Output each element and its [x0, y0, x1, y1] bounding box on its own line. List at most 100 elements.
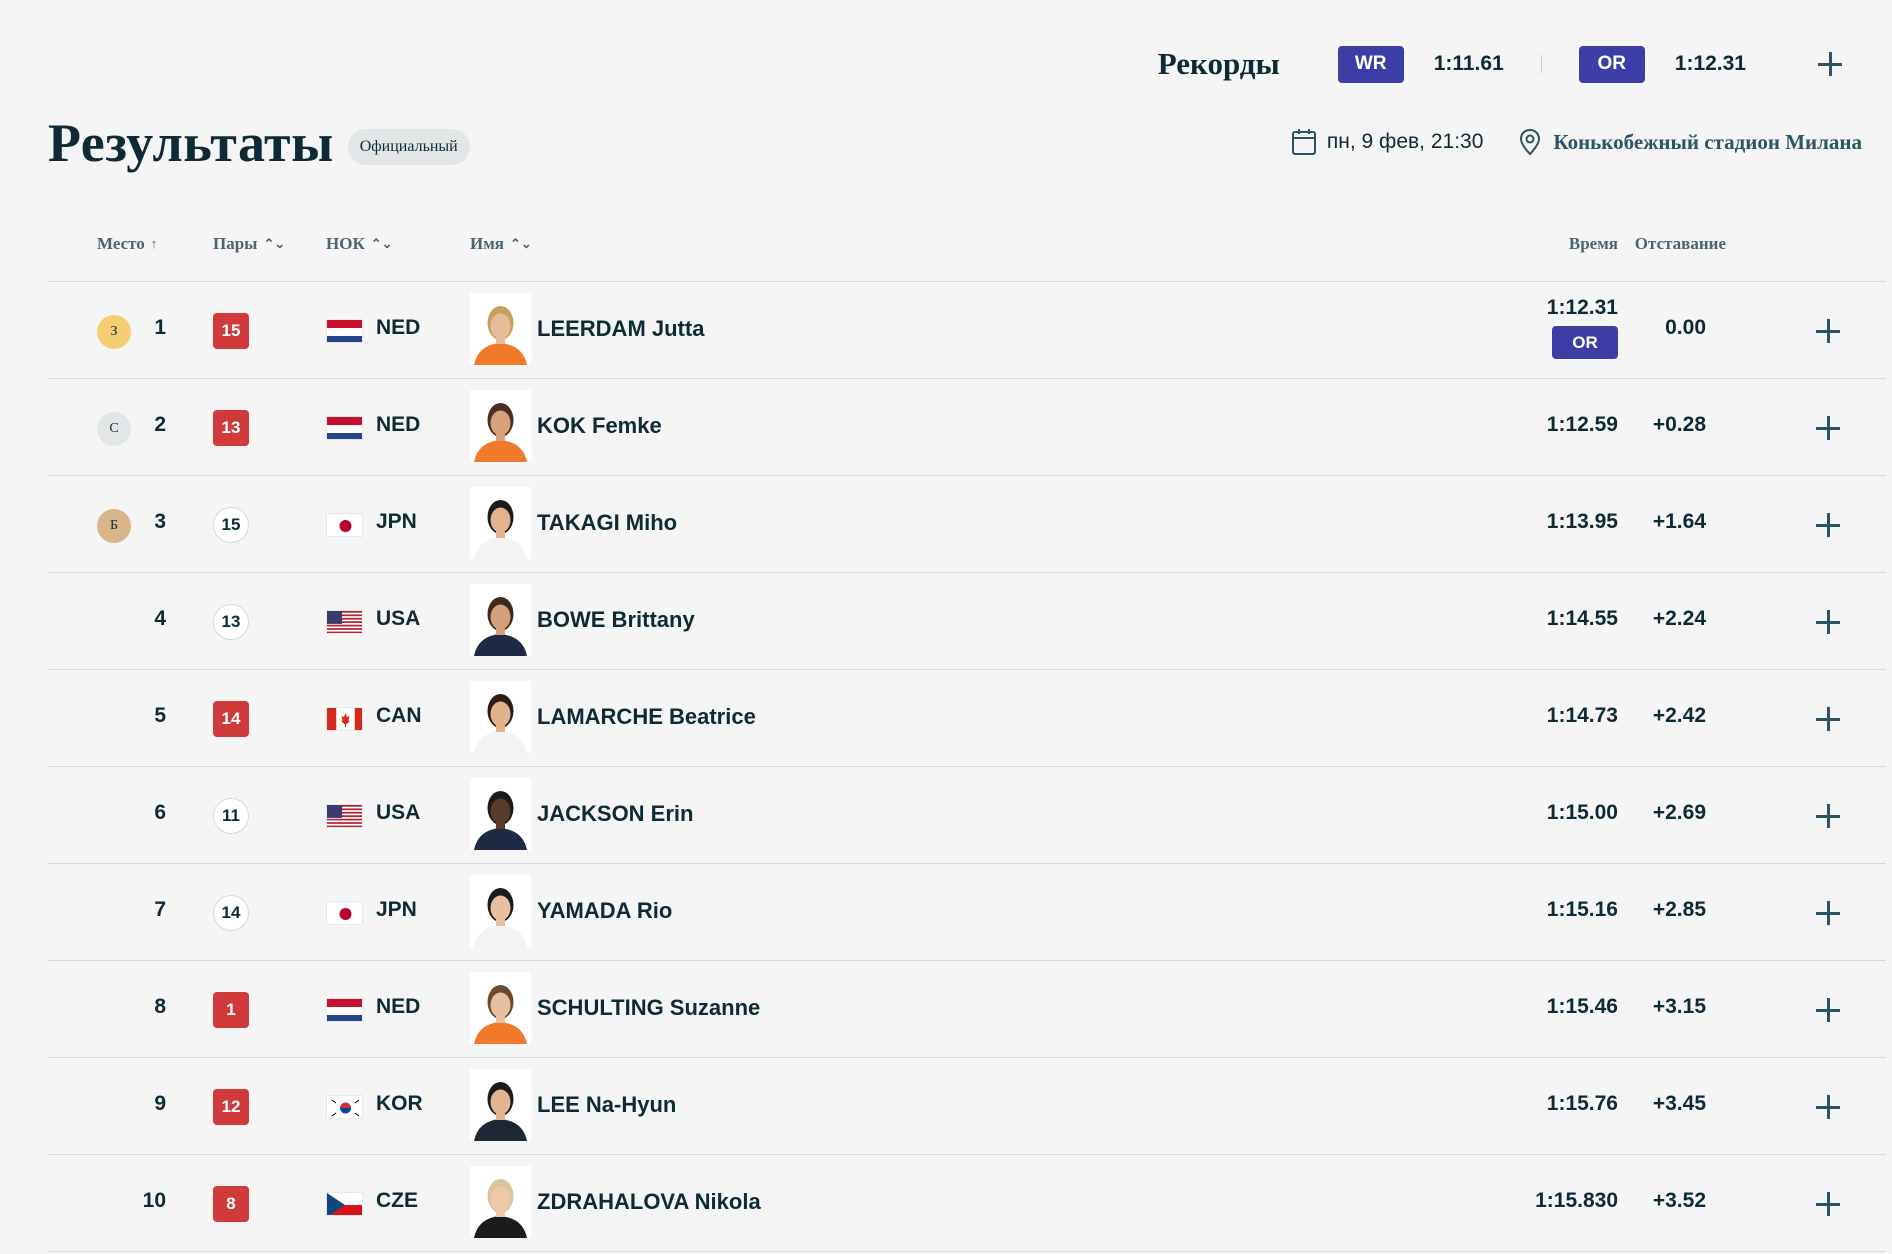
pair-badge: 13 — [213, 410, 249, 446]
sort-icon: ⌃⌄ — [370, 236, 393, 251]
column-header-time: Время — [1569, 234, 1618, 254]
time-gap: +2.24 — [1652, 607, 1706, 630]
noc-code: NED — [376, 316, 421, 339]
expand-row-icon[interactable] — [1816, 1095, 1840, 1119]
column-header-rank-label: Место — [97, 234, 145, 253]
table-row[interactable]: 9 12 KOR LEE Na-Hyun 1:15.76 +3.45 — [48, 1058, 1886, 1155]
expand-row-icon[interactable] — [1816, 998, 1840, 1022]
column-header-pairs-label: Пары — [213, 234, 258, 253]
flag-icon — [326, 513, 363, 537]
column-header-pairs[interactable]: Пары ⌃⌄ — [213, 234, 285, 254]
athlete-name[interactable]: LAMARCHE Beatrice — [537, 704, 756, 729]
table-row[interactable]: Б 3 15 JPN TAKAGI Miho 1:13.95 +1.64 — [48, 476, 1886, 573]
pair-badge: 1 — [213, 992, 249, 1028]
pair-badge: 11 — [213, 798, 249, 834]
noc-code: USA — [376, 801, 421, 824]
expand-row-icon[interactable] — [1816, 610, 1840, 634]
event-meta: пн, 9 фев, 21:30 Конькобежный стадион Ми… — [1291, 124, 1862, 160]
finish-time: 1:15.830 — [1535, 1189, 1618, 1212]
athlete-photo — [470, 875, 531, 947]
rank: 3 — [154, 510, 166, 533]
column-header-noc[interactable]: НОК ⌃⌄ — [326, 234, 393, 254]
or-time: 1:12.31 — [1674, 52, 1746, 75]
medal-badge: С — [97, 412, 131, 446]
rank: 4 — [154, 607, 166, 630]
athlete-name[interactable]: JACKSON Erin — [537, 801, 694, 826]
rank: 10 — [142, 1189, 166, 1212]
status-badge: Официальный — [347, 129, 470, 165]
expand-row-icon[interactable] — [1816, 319, 1840, 343]
table-row[interactable]: С 2 13 NED KOK Femke 1:12.59 +0.28 — [48, 379, 1886, 476]
finish-time: 1:12.59 — [1546, 413, 1618, 436]
athlete-photo — [470, 681, 531, 753]
athlete-photo — [470, 1069, 531, 1141]
athlete-name[interactable]: ZDRAHALOVA Nikola — [537, 1189, 761, 1214]
time-gap: 0.00 — [1665, 316, 1706, 339]
table-header: Место ↑ Пары ⌃⌄ НОК ⌃⌄ Имя ⌃⌄ Время Отставан… — [48, 210, 1886, 282]
table-row[interactable]: 4 13 USA BOWE Brittany 1:14.55 +2.24 — [48, 573, 1886, 670]
records-expand-icon[interactable] — [1818, 52, 1842, 76]
rank: 8 — [154, 995, 166, 1018]
column-header-name[interactable]: Имя ⌃⌄ — [470, 234, 532, 254]
rank: 7 — [154, 898, 166, 921]
event-date-text: пн, 9 фев, 21:30 — [1326, 130, 1484, 153]
event-venue-link[interactable]: Конькобежный стадион Милана — [1553, 129, 1862, 154]
column-header-name-label: Имя — [470, 234, 504, 253]
time-gap: +3.52 — [1652, 1189, 1706, 1212]
expand-row-icon[interactable] — [1816, 513, 1840, 537]
time-gap: +3.15 — [1652, 995, 1706, 1018]
noc-code: JPN — [376, 510, 417, 533]
athlete-photo — [470, 390, 531, 462]
table-row[interactable]: 6 11 USA JACKSON Erin 1:15.00 +2.69 — [48, 767, 1886, 864]
noc-code: USA — [376, 607, 421, 630]
athlete-name[interactable]: BOWE Brittany — [537, 607, 695, 632]
table-row[interactable]: 7 14 JPN YAMADA Rio 1:15.16 +2.85 — [48, 864, 1886, 961]
record-badge: OR — [1552, 326, 1618, 359]
medal-badge: З — [97, 315, 131, 349]
noc-code: NED — [376, 413, 421, 436]
flag-icon — [326, 319, 363, 343]
athlete-name[interactable]: YAMADA Rio — [537, 898, 673, 923]
noc-code: CZE — [376, 1189, 418, 1212]
pair-badge: 14 — [213, 701, 249, 737]
flag-icon — [326, 998, 363, 1022]
time-gap: +0.28 — [1652, 413, 1706, 436]
time-gap: +3.45 — [1652, 1092, 1706, 1115]
expand-row-icon[interactable] — [1816, 804, 1840, 828]
sort-up-icon: ↑ — [150, 236, 158, 251]
or-badge: OR — [1578, 45, 1645, 83]
athlete-name[interactable]: KOK Femke — [537, 413, 662, 438]
time-cell: 1:12.31 OR — [1547, 296, 1618, 359]
wr-badge: WR — [1337, 45, 1404, 83]
finish-time: 1:15.76 — [1546, 1092, 1618, 1115]
title-row: Результаты Официальный — [48, 112, 470, 174]
expand-row-icon[interactable] — [1816, 416, 1840, 440]
pair-badge: 13 — [213, 604, 249, 640]
table-row[interactable]: 10 8 CZE ZDRAHALOVA Nikola 1:15.830 +3.52 — [48, 1155, 1886, 1252]
table-row[interactable]: 5 14 CAN LAMARCHE Beatrice 1:14.73 +2.42 — [48, 670, 1886, 767]
expand-row-icon[interactable] — [1816, 707, 1840, 731]
records-bar: Рекорды WR 1:11.61 OR 1:12.31 — [1158, 40, 1842, 88]
noc-code: CAN — [376, 704, 422, 727]
flag-icon — [326, 1192, 363, 1216]
athlete-name[interactable]: LEE Na-Hyun — [537, 1092, 677, 1117]
event-date: пн, 9 фев, 21:30 — [1291, 128, 1484, 156]
table-row[interactable]: 8 1 NED SCHULTING Suzanne 1:15.46 +3.15 — [48, 961, 1886, 1058]
flag-icon — [326, 901, 363, 925]
column-header-rank[interactable]: Место ↑ — [97, 234, 157, 254]
athlete-name[interactable]: SCHULTING Suzanne — [537, 995, 761, 1020]
expand-row-icon[interactable] — [1816, 901, 1840, 925]
records-title: Рекорды — [1157, 46, 1280, 81]
medal-badge: Б — [97, 509, 131, 543]
rank: 2 — [154, 413, 166, 436]
event-venue[interactable]: Конькобежный стадион Милана — [1519, 128, 1862, 156]
expand-row-icon[interactable] — [1816, 1192, 1840, 1216]
table-row[interactable]: З 1 15 NED LEERDAM Jutta 1:12.31 OR 0.00 — [48, 282, 1886, 379]
flag-icon — [326, 707, 363, 731]
finish-time: 1:15.00 — [1546, 801, 1618, 824]
pair-badge: 14 — [213, 895, 249, 931]
athlete-name[interactable]: TAKAGI Miho — [537, 510, 678, 535]
athlete-name[interactable]: LEERDAM Jutta — [537, 316, 705, 341]
rank: 6 — [154, 801, 166, 824]
calendar-icon — [1291, 129, 1316, 155]
